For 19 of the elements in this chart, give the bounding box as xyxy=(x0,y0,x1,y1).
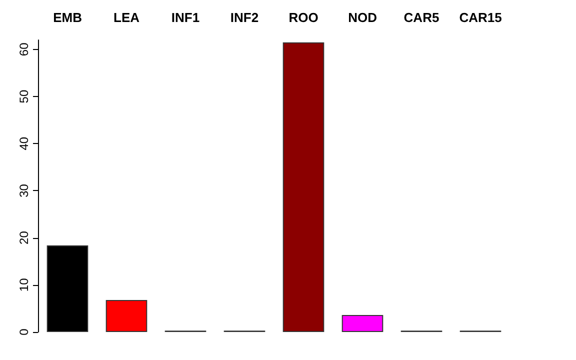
y-tick-label: 10 xyxy=(17,278,31,292)
y-tick-label: 30 xyxy=(17,184,31,198)
y-tick-label: 0 xyxy=(17,328,31,336)
bar xyxy=(46,245,88,332)
x-tick-label: ROO xyxy=(288,10,318,25)
x-tick-label: INF1 xyxy=(171,10,200,25)
x-tick-label: INF2 xyxy=(230,10,259,25)
y-tick-label: 40 xyxy=(17,136,31,150)
bar xyxy=(282,42,324,332)
bar xyxy=(342,315,384,332)
x-tick-label: CAR15 xyxy=(459,10,502,25)
x-tick-label: LEA xyxy=(114,10,140,25)
y-tick-label: 20 xyxy=(17,230,31,244)
x-tick-label: NOD xyxy=(348,10,377,25)
y-tick-label: 60 xyxy=(17,42,31,56)
x-tick-label: EMB xyxy=(53,10,82,25)
bar xyxy=(106,300,148,332)
x-tick-label: CAR5 xyxy=(404,10,440,25)
y-tick-label: 50 xyxy=(17,90,31,104)
